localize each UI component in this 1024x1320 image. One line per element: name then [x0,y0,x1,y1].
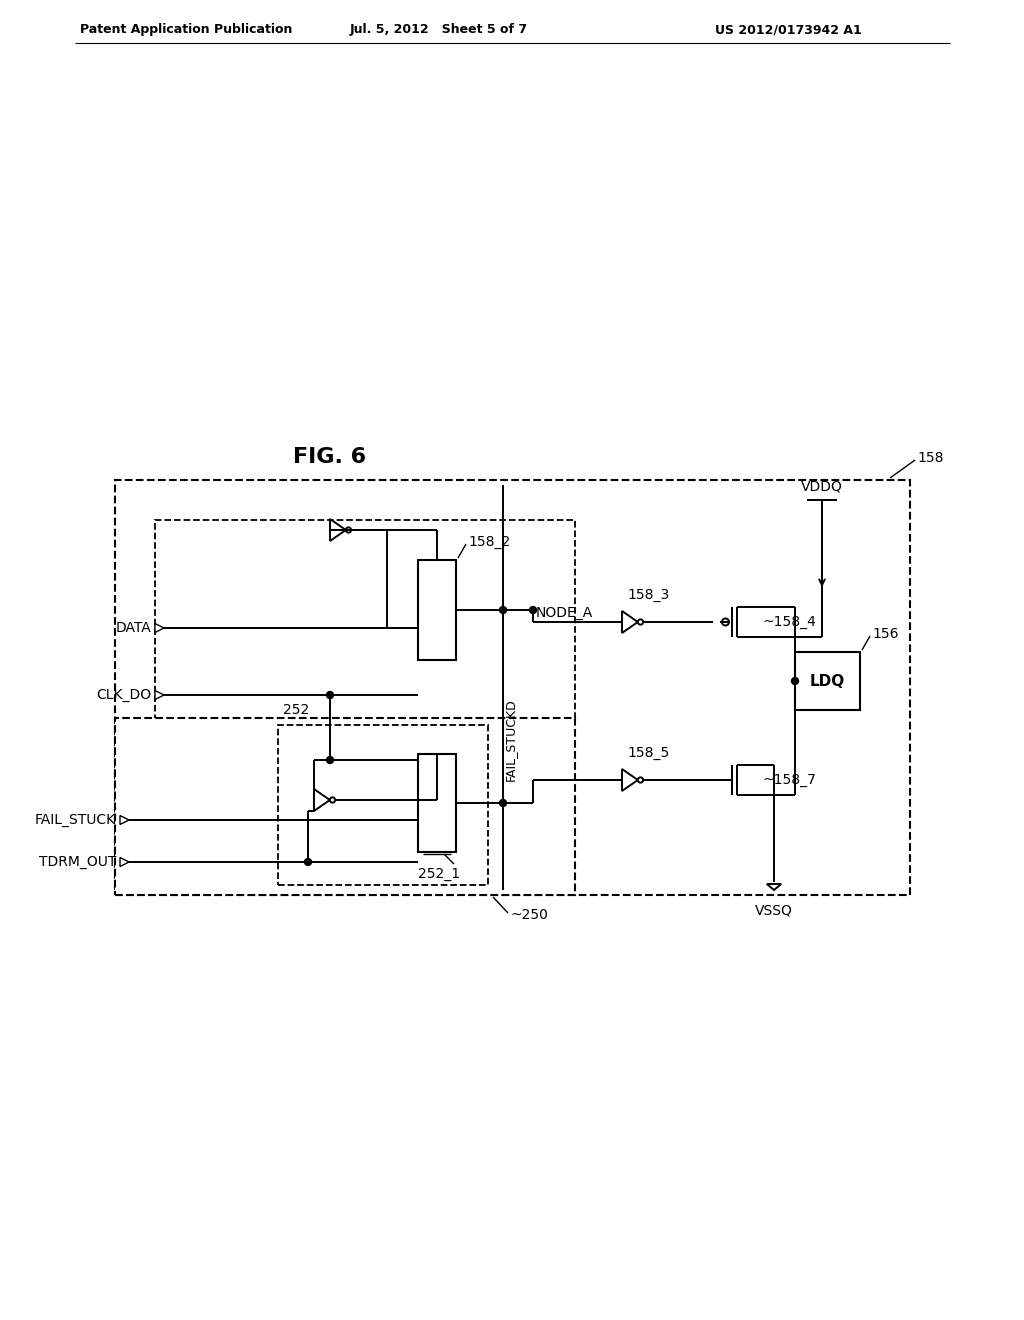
Circle shape [638,777,643,783]
Polygon shape [330,519,346,541]
Text: CLK_DO: CLK_DO [96,688,151,702]
Circle shape [304,858,311,866]
Bar [418,754,456,851]
Text: 156: 156 [872,627,898,642]
Circle shape [500,606,507,614]
Circle shape [529,606,537,614]
Text: 158_2: 158_2 [468,535,510,549]
Text: FAIL_STUCKD: FAIL_STUCKD [504,698,516,781]
Text: NODE_A: NODE_A [536,606,593,620]
Circle shape [638,619,643,624]
Text: 252_1: 252_1 [418,867,460,880]
Polygon shape [622,770,638,791]
Circle shape [792,677,799,685]
Text: LDQ: LDQ [810,673,845,689]
Bar [795,652,860,710]
Circle shape [722,619,729,626]
Text: Patent Application Publication: Patent Application Publication [80,24,293,37]
Text: 252: 252 [283,704,309,717]
Circle shape [500,800,507,807]
Polygon shape [120,816,129,825]
Text: TDRM_OUT: TDRM_OUT [39,855,116,869]
Text: 158: 158 [918,451,943,465]
Bar [115,718,575,895]
Polygon shape [622,611,638,634]
Circle shape [327,692,334,698]
Text: ~250: ~250 [510,908,548,921]
Polygon shape [155,690,164,700]
Polygon shape [767,884,781,890]
Bar [115,480,910,895]
Text: ~158_7: ~158_7 [763,774,817,787]
Bar [278,725,488,884]
Circle shape [327,756,334,763]
Bar [155,520,575,719]
Polygon shape [155,623,164,632]
Text: 158_3: 158_3 [627,587,670,602]
Polygon shape [314,789,330,810]
Text: FIG. 6: FIG. 6 [294,447,367,467]
Circle shape [346,528,351,533]
Text: VSSQ: VSSQ [755,903,793,917]
Text: Jul. 5, 2012   Sheet 5 of 7: Jul. 5, 2012 Sheet 5 of 7 [350,24,528,37]
Text: ~158_4: ~158_4 [763,615,817,630]
Text: VDDQ: VDDQ [801,479,843,492]
Polygon shape [120,858,129,866]
Circle shape [330,797,335,803]
Text: 158_5: 158_5 [627,746,670,760]
Text: US 2012/0173942 A1: US 2012/0173942 A1 [715,24,862,37]
Text: DATA: DATA [116,620,151,635]
Text: FAIL_STUCK: FAIL_STUCK [35,813,116,828]
Bar [418,560,456,660]
